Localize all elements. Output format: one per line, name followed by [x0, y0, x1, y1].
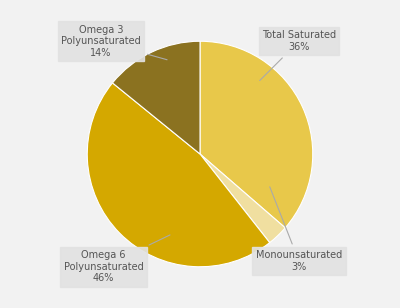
Text: Omega 3
Polyunsaturated
14%: Omega 3 Polyunsaturated 14%: [61, 25, 167, 60]
Text: Total Saturated
36%: Total Saturated 36%: [260, 30, 336, 80]
Wedge shape: [200, 154, 285, 243]
Text: Monounsaturated
3%: Monounsaturated 3%: [256, 187, 342, 272]
Wedge shape: [112, 41, 200, 154]
Wedge shape: [87, 83, 270, 267]
Text: Omega 6
Polyunsaturated
46%: Omega 6 Polyunsaturated 46%: [64, 235, 170, 283]
Wedge shape: [200, 41, 313, 228]
